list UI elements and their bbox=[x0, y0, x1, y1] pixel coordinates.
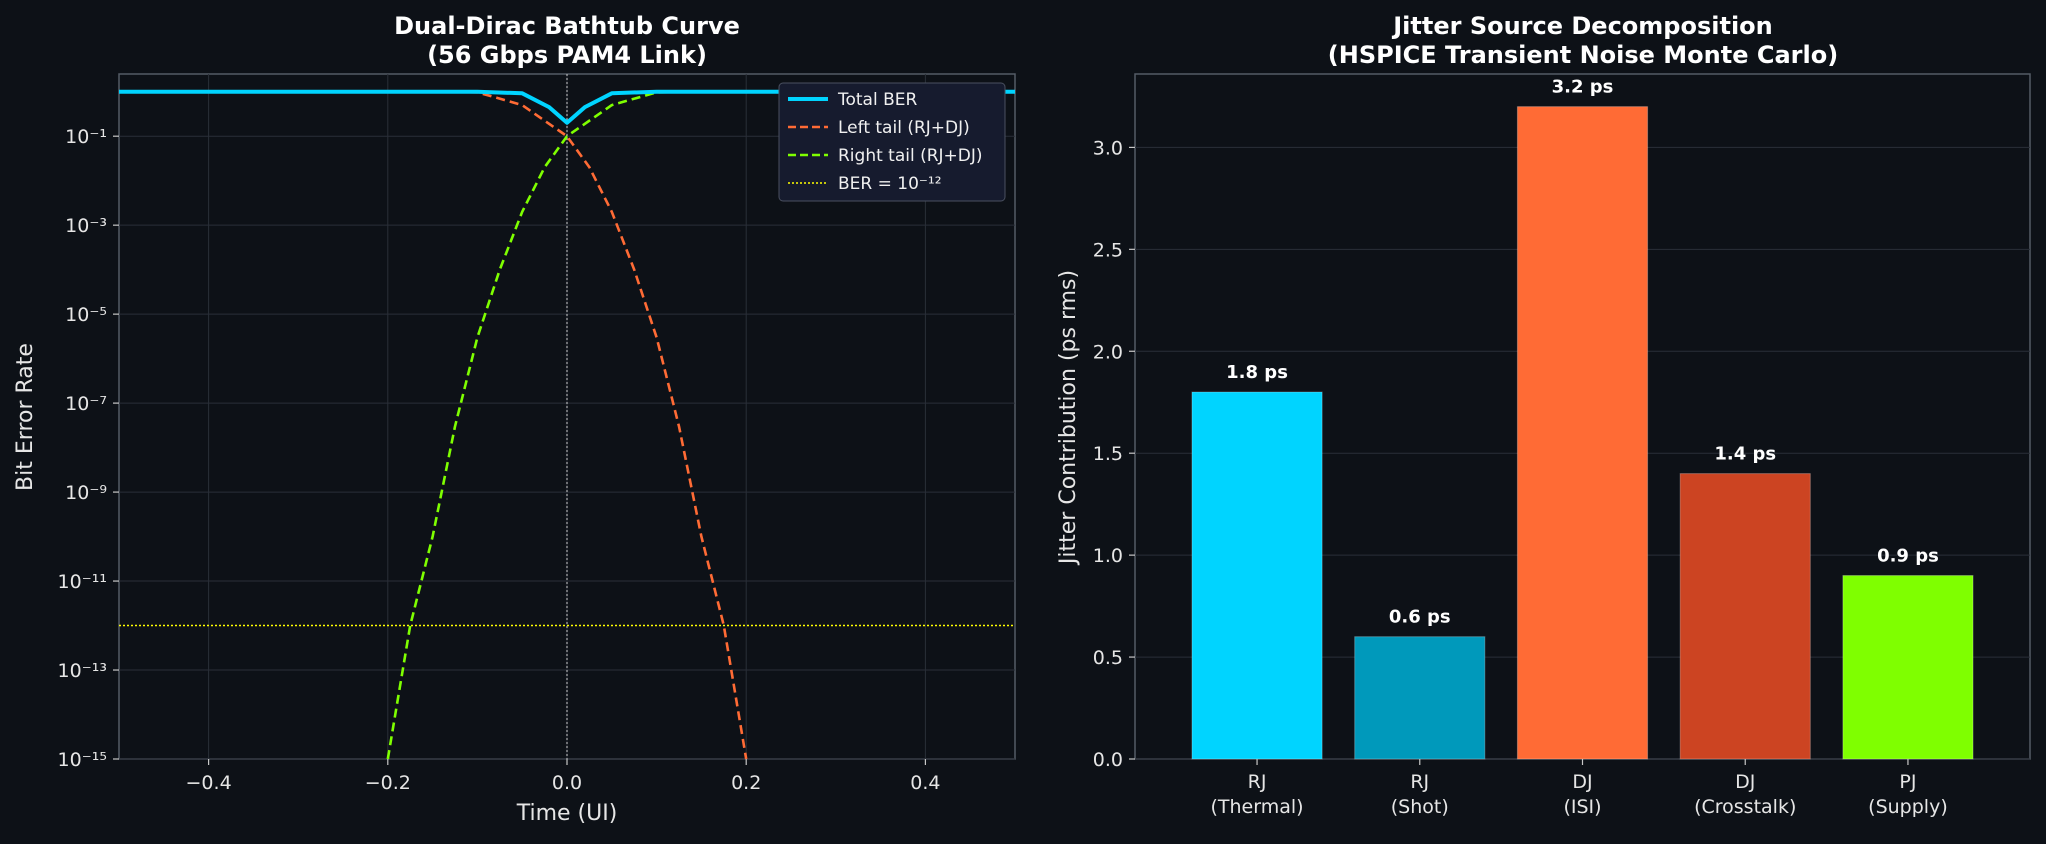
bathtub-y-tick-label: 10⁻¹ bbox=[65, 126, 107, 148]
jitter-category-label-line2-2: (ISI) bbox=[1563, 796, 1601, 818]
jitter-title-line1: Jitter Source Decomposition bbox=[1391, 12, 1773, 40]
jitter-category-label-line2-4: (Supply) bbox=[1868, 796, 1948, 818]
jitter-bar-value-label-0: 1.8 ps bbox=[1226, 362, 1288, 383]
bathtub-legend: Total BER Left tail (RJ+DJ) Right tail (RJ… bbox=[778, 82, 1006, 202]
legend-label-1: Left tail (RJ+DJ) bbox=[838, 118, 970, 138]
jitter-bars: 1.8 ps 0.6 ps 3.2 ps 1.4 ps 0.9 ps bbox=[1191, 77, 1974, 760]
jitter-title-line2: (HSPICE Transient Noise Monte Carlo) bbox=[1328, 41, 1838, 69]
legend-label-0: Total BER bbox=[837, 90, 918, 110]
jitter-bar-4 bbox=[1842, 575, 1974, 760]
jitter-y-tick-label: 0.0 bbox=[1093, 749, 1123, 771]
jitter-category-label-line2-1: (Shot) bbox=[1391, 796, 1449, 818]
jitter-bar-value-label-2: 3.2 ps bbox=[1552, 77, 1614, 98]
bathtub-y-tick-label: 10⁻¹³ bbox=[58, 660, 107, 682]
bathtub-x-tick-label: 0.0 bbox=[552, 772, 582, 794]
bathtub-series-line-0 bbox=[119, 89, 1015, 125]
legend-box bbox=[778, 82, 1006, 202]
legend-label-3: BER = 10⁻¹² bbox=[838, 174, 942, 194]
legend-label-2: Right tail (RJ+DJ) bbox=[838, 146, 983, 166]
bathtub-x-tick-label: 0.2 bbox=[731, 772, 761, 794]
bathtub-x-tick-label: −0.2 bbox=[365, 772, 411, 794]
bathtub-y-tick-label: 10⁻¹¹ bbox=[58, 571, 107, 593]
bathtub-ticks: −0.4 −0.2 0.0 0.2 0.4 10⁻¹ 10⁻³ 10⁻⁵ 10⁻⁷ 10⁻⁹ 10⁻… bbox=[58, 126, 941, 794]
bathtub-y-tick-label: 10⁻⁹ bbox=[65, 482, 107, 504]
jitter-y-tick-label: 0.5 bbox=[1093, 647, 1123, 669]
jitter-category-label-line2-3: (Crosstalk) bbox=[1694, 796, 1796, 818]
bathtub-chart: −0.4 −0.2 0.0 0.2 0.4 10⁻¹ 10⁻³ 10⁻⁵ 10⁻⁷ 10⁻⁹ 10⁻… bbox=[13, 12, 1016, 826]
jitter-category-label-line1-1: RJ bbox=[1410, 771, 1429, 793]
jitter-category-label-line1-2: DJ bbox=[1572, 771, 1592, 793]
jitter-bar-value-label-4: 0.9 ps bbox=[1877, 546, 1939, 567]
bathtub-y-axis-label: Bit Error Rate bbox=[13, 343, 38, 491]
jitter-bar-3 bbox=[1679, 473, 1811, 760]
jitter-ticks: 0.0 0.5 1.0 1.5 2.0 2.5 3.0 RJ (Thermal) RJ (Shot)… bbox=[1093, 137, 1948, 818]
jitter-category-label-line1-4: PJ bbox=[1899, 771, 1916, 793]
bathtub-y-tick-label: 10⁻³ bbox=[65, 215, 107, 237]
bathtub-series-line-2 bbox=[386, 90, 1015, 760]
bathtub-x-axis-label: Time (UI) bbox=[516, 801, 618, 826]
jitter-bar-0 bbox=[1191, 391, 1323, 760]
jitter-y-tick-label: 1.5 bbox=[1093, 443, 1123, 465]
bathtub-title-line1: Dual-Dirac Bathtub Curve bbox=[394, 12, 740, 40]
jitter-y-tick-label: 3.0 bbox=[1093, 137, 1123, 159]
jitter-y-tick-label: 1.0 bbox=[1093, 545, 1123, 567]
jitter-y-tick-label: 2.0 bbox=[1093, 341, 1123, 363]
jitter-y-axis-label: Jitter Contribution (ps rms) bbox=[1056, 270, 1081, 566]
bathtub-y-tick-label: 10⁻⁷ bbox=[65, 393, 107, 415]
jitter-category-label-line2-0: (Thermal) bbox=[1211, 796, 1304, 818]
bathtub-title-line2: (56 Gbps PAM4 Link) bbox=[427, 41, 707, 69]
bathtub-y-tick-label: 10⁻⁵ bbox=[65, 304, 107, 326]
jitter-y-tick-label: 2.5 bbox=[1093, 239, 1123, 261]
jitter-bar-2 bbox=[1516, 106, 1649, 760]
jitter-category-label-line1-0: RJ bbox=[1248, 771, 1267, 793]
jitter-bar-chart: 1.8 ps 0.6 ps 3.2 ps 1.4 ps 0.9 ps 0.0 0.5 1.0… bbox=[1056, 12, 2031, 818]
bathtub-y-tick-label: 10⁻¹⁵ bbox=[58, 749, 107, 771]
jitter-category-label-line1-3: DJ bbox=[1735, 771, 1755, 793]
bathtub-x-tick-label: 0.4 bbox=[910, 772, 940, 794]
jitter-bar-value-label-3: 1.4 ps bbox=[1714, 444, 1776, 465]
bathtub-series bbox=[119, 89, 1015, 760]
jitter-bar-value-label-1: 0.6 ps bbox=[1389, 607, 1451, 628]
bathtub-x-tick-label: −0.4 bbox=[186, 772, 232, 794]
jitter-bar-1 bbox=[1354, 636, 1486, 760]
